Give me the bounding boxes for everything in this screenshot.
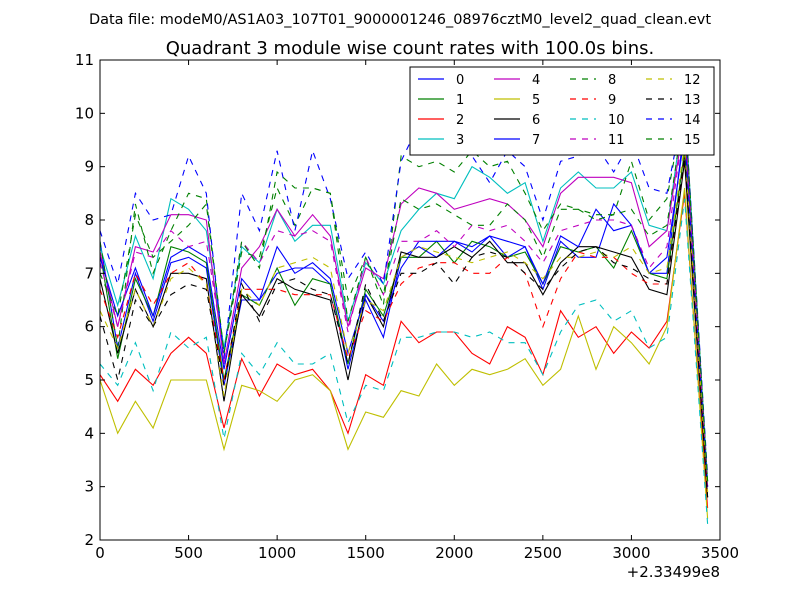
y-tick-label: 6 <box>84 318 94 336</box>
chart-title: Quadrant 3 module wise count rates with … <box>166 38 655 59</box>
series-line-8 <box>99 102 709 482</box>
legend-label-11: 11 <box>608 133 625 148</box>
legend-label-13: 13 <box>684 93 701 108</box>
legend-label-0: 0 <box>456 73 464 88</box>
series-line-12 <box>99 145 709 493</box>
plot-frame <box>99 59 721 541</box>
y-tick-label: 9 <box>84 158 94 176</box>
legend-label-9: 9 <box>608 93 616 108</box>
x-tick-label: 3000 <box>612 544 650 562</box>
series-line-15 <box>99 107 709 482</box>
y-tick-label: 5 <box>84 371 94 389</box>
series-line-11 <box>99 118 709 487</box>
y-tick-label: 11 <box>75 51 94 69</box>
x-tick-label: 2000 <box>435 544 473 562</box>
legend-label-7: 7 <box>532 133 540 148</box>
y-tick-label: 4 <box>84 424 94 442</box>
x-tick-label: 2500 <box>524 544 562 562</box>
legend-label-8: 8 <box>608 73 616 88</box>
x-offset-label: +2.33499e8 <box>627 563 720 581</box>
legend-label-2: 2 <box>456 113 464 128</box>
plot-lines <box>99 102 709 525</box>
x-tick-label: 1000 <box>258 544 296 562</box>
legend-label-15: 15 <box>684 133 701 148</box>
figure-suptitle: Data file: modeM0/AS1A03_107T01_90000012… <box>89 12 711 28</box>
legend-label-4: 4 <box>532 73 540 88</box>
series-line-9 <box>99 155 709 493</box>
legend-box <box>409 66 715 156</box>
legend-label-10: 10 <box>608 113 625 128</box>
series-line-2 <box>99 193 709 509</box>
legend-label-1: 1 <box>456 93 464 108</box>
legend-label-3: 3 <box>456 133 464 148</box>
y-tick-label: 7 <box>84 264 94 282</box>
x-tick-label: 1500 <box>347 544 385 562</box>
series-line-7 <box>99 134 709 487</box>
y-tick-label: 3 <box>84 478 94 496</box>
series-line-13 <box>99 155 709 498</box>
series-line-3 <box>99 102 709 482</box>
series-line-5 <box>99 187 709 519</box>
y-tick-label: 2 <box>84 531 94 549</box>
y-tick-label: 10 <box>75 104 94 122</box>
x-tick-label: 3500 <box>701 544 739 562</box>
legend-label-6: 6 <box>532 113 540 128</box>
legend-label-12: 12 <box>684 73 701 88</box>
legend-label-5: 5 <box>532 93 540 108</box>
series-line-10 <box>99 198 709 525</box>
y-tick-label: 8 <box>84 211 94 229</box>
legend-label-14: 14 <box>684 113 701 128</box>
x-tick-label: 0 <box>95 544 105 562</box>
series-line-4 <box>99 118 709 487</box>
x-tick-label: 500 <box>174 544 203 562</box>
